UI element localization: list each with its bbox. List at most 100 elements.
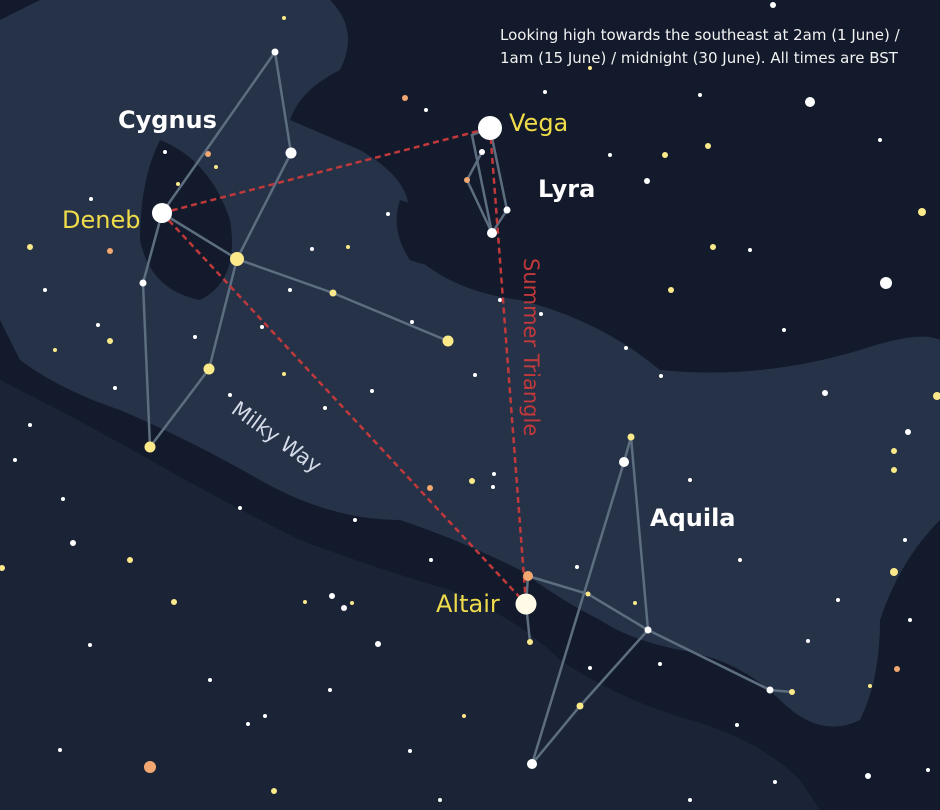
- background-star: [438, 798, 442, 802]
- background-star: [462, 714, 466, 718]
- background-star: [624, 346, 628, 350]
- background-star: [282, 16, 286, 20]
- background-star: [705, 143, 711, 149]
- star-aquila-1: [523, 571, 533, 581]
- background-star: [748, 248, 752, 252]
- background-star: [905, 429, 911, 435]
- background-star: [58, 748, 62, 752]
- background-star: [865, 773, 871, 779]
- background-star: [880, 277, 892, 289]
- background-star: [891, 448, 897, 454]
- background-star: [891, 467, 897, 473]
- star-aquila-4: [644, 626, 652, 634]
- background-star: [903, 538, 907, 542]
- background-star: [328, 688, 332, 692]
- background-star: [88, 643, 92, 647]
- background-star: [658, 662, 662, 666]
- background-star: [96, 323, 100, 327]
- background-star: [805, 97, 815, 107]
- background-star: [61, 497, 65, 501]
- background-star: [402, 95, 408, 101]
- background-star: [260, 325, 264, 329]
- background-star: [310, 247, 314, 251]
- caption-text: Looking high towards the southeast at 2a…: [500, 26, 900, 67]
- background-star: [427, 485, 433, 491]
- star-deneb: [152, 203, 172, 223]
- cygnus-line-wing: [160, 211, 450, 343]
- background-star: [246, 722, 250, 726]
- star-vega: [478, 116, 502, 140]
- background-star: [214, 165, 218, 169]
- label-altair: Altair: [436, 590, 500, 618]
- background-star: [113, 386, 117, 390]
- background-star: [890, 568, 898, 576]
- star-lyra-2: [464, 177, 470, 183]
- background-star: [89, 197, 93, 201]
- star-aquila-5: [766, 686, 774, 694]
- background-star: [575, 565, 579, 569]
- background-star: [238, 506, 242, 510]
- background-star: [644, 178, 650, 184]
- background-star: [410, 320, 414, 324]
- star-aquila-2: [527, 639, 533, 645]
- background-star: [429, 558, 433, 562]
- background-star: [228, 393, 232, 397]
- background-star: [323, 406, 327, 410]
- background-star: [353, 518, 357, 522]
- background-star: [370, 389, 374, 393]
- background-star: [53, 348, 57, 352]
- triangle-deneb-altair: [161, 212, 527, 605]
- background-star: [894, 666, 900, 672]
- background-star: [282, 372, 286, 376]
- background-star: [176, 182, 180, 186]
- background-star: [469, 478, 475, 484]
- background-star: [107, 338, 113, 344]
- background-star: [127, 557, 133, 563]
- summer-triangle: [161, 126, 528, 605]
- star-lyra-1: [479, 149, 485, 155]
- star-lyra-3: [503, 206, 511, 214]
- background-star: [288, 288, 292, 292]
- label-vega: Vega: [509, 109, 568, 137]
- background-star: [271, 788, 277, 794]
- star-aquila-6: [789, 689, 795, 695]
- background-star: [735, 723, 739, 727]
- background-star: [43, 288, 47, 292]
- background-star: [588, 66, 592, 70]
- star-cygnus-6: [442, 335, 454, 347]
- background-star: [770, 2, 776, 8]
- label-deneb: Deneb: [62, 206, 140, 234]
- background-star: [662, 152, 668, 158]
- aquila-line-body: [530, 436, 650, 765]
- background-star: [688, 798, 692, 802]
- label-lyra: Lyra: [538, 175, 595, 203]
- background-star: [375, 641, 381, 647]
- background-star: [491, 485, 495, 489]
- background-star: [773, 780, 777, 784]
- star-cygnus-3: [203, 363, 215, 375]
- background-star: [386, 212, 390, 216]
- background-star: [908, 618, 912, 622]
- label-summer-triangle: Summer Triangle: [519, 258, 543, 436]
- background-star: [350, 601, 354, 605]
- background-star: [668, 287, 674, 293]
- star-aquila-7: [627, 433, 635, 441]
- triangle-deneb-vega: [161, 126, 491, 215]
- background-star: [70, 540, 76, 546]
- background-star: [918, 208, 926, 216]
- background-star: [738, 558, 742, 562]
- background-star: [346, 245, 350, 249]
- background-star: [806, 639, 810, 643]
- background-star: [868, 684, 872, 688]
- background-star: [473, 373, 477, 377]
- star-cygnus-2: [285, 147, 297, 159]
- background-star: [588, 666, 592, 670]
- background-star: [608, 153, 612, 157]
- star-albireo: [144, 441, 156, 453]
- background-star: [341, 605, 347, 611]
- background-star: [408, 749, 412, 753]
- background-star: [208, 678, 212, 682]
- background-star: [13, 458, 17, 462]
